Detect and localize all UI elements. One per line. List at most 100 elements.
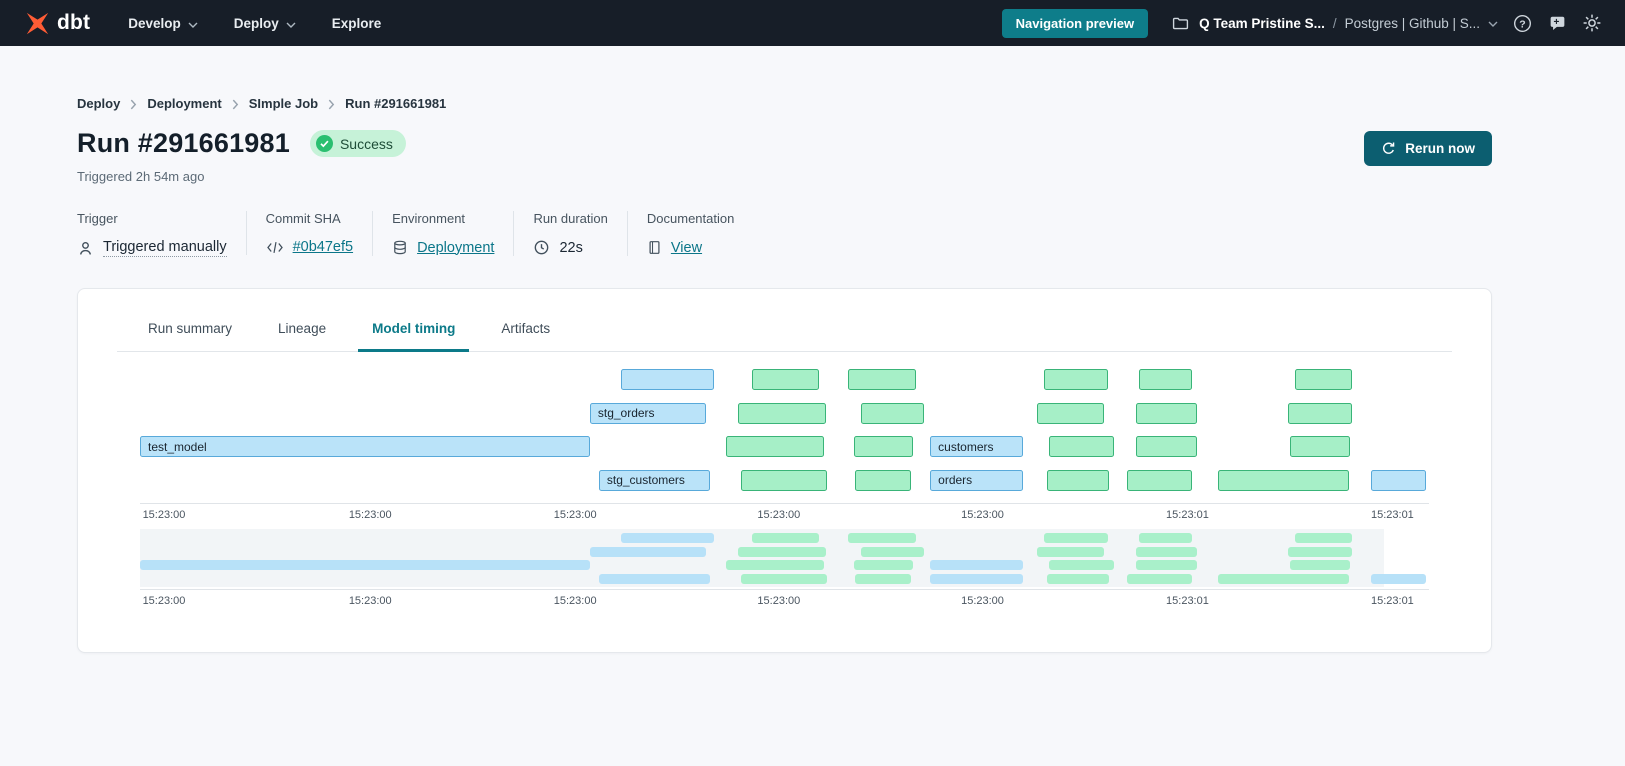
nav-menu-develop[interactable]: Develop	[128, 16, 198, 31]
breadcrumb-item-simple-job[interactable]: SImple Job	[248, 96, 319, 111]
feedback-icon[interactable]: +	[1546, 12, 1568, 34]
meta-value-text: 22s	[559, 239, 583, 256]
axis-tick-label: 15:23:00	[757, 595, 801, 607]
meta-value-text[interactable]: #0b47ef5	[292, 239, 354, 255]
gantt-bar[interactable]	[1037, 402, 1105, 424]
tab-artifacts[interactable]: Artifacts	[501, 321, 551, 336]
overview-row	[140, 573, 1429, 584]
gantt-bar[interactable]	[1043, 369, 1109, 390]
gantt-bar[interactable]	[1288, 402, 1352, 424]
svg-text:+: +	[1553, 17, 1559, 28]
gantt-bar[interactable]	[1217, 469, 1350, 491]
axis-tick-label: 15:23:00	[348, 595, 392, 607]
folder-icon	[1169, 12, 1191, 34]
axis-tick-label: 15:23:00	[757, 509, 801, 521]
gantt-bar-test-model[interactable]: test_model	[140, 436, 590, 457]
meta-commit-sha: Commit SHA #0b47ef5	[245, 211, 372, 255]
account-name: Q Team Pristine S...	[1199, 15, 1325, 31]
gantt-bar-label: customers	[938, 439, 994, 454]
model-timing-chart: stg_orders test_model customers stg_custome…	[140, 369, 1429, 608]
overview-bar	[1136, 560, 1197, 570]
gantt-bar[interactable]	[620, 369, 714, 390]
overview-bar	[738, 546, 826, 557]
status-badge-label: Success	[339, 135, 393, 152]
gantt-bar-stg-orders[interactable]: stg_orders	[589, 402, 706, 424]
overview-bar	[598, 573, 710, 584]
gantt-bar[interactable]	[854, 436, 914, 457]
refresh-icon	[1381, 141, 1396, 156]
overview-bar	[1289, 560, 1351, 570]
axis-tick-label: 15:23:00	[553, 509, 597, 521]
triggered-ago: Triggered 2h 54m ago	[77, 169, 205, 184]
gantt-bar[interactable]	[1289, 436, 1351, 457]
overview-bar	[847, 533, 916, 543]
help-icon[interactable]: ?	[1511, 12, 1533, 34]
success-check-icon	[315, 135, 333, 152]
gantt-bar[interactable]	[1136, 436, 1197, 457]
gantt-bar-orders[interactable]: orders	[930, 469, 1023, 491]
breadcrumb-item-deployment[interactable]: Deployment	[147, 96, 222, 111]
settings-gear-icon[interactable]	[1581, 12, 1603, 34]
overview-bar	[620, 533, 714, 543]
gantt-bar[interactable]	[726, 436, 825, 457]
database-icon	[392, 239, 408, 256]
svg-text:?: ?	[1519, 18, 1525, 30]
gantt-bar[interactable]	[1294, 369, 1352, 390]
tab-run-summary[interactable]: Run summary	[148, 321, 233, 336]
overview-bar	[1294, 533, 1352, 543]
overview-bar	[1043, 533, 1109, 543]
project-switcher[interactable]: Q Team Pristine S... / Postgres | Github…	[1169, 12, 1498, 34]
overview-bar	[1217, 573, 1350, 584]
navigation-preview-button[interactable]: Navigation preview	[1001, 8, 1149, 38]
meta-value-text[interactable]: Deployment	[417, 239, 495, 256]
dbt-logo-icon	[24, 10, 51, 37]
gantt-row	[140, 369, 1429, 390]
gantt-bar-label: orders	[938, 473, 973, 487]
axis-tick-label: 15:23:01	[1166, 595, 1209, 607]
gantt-time-axis: 15:23:00 15:23:00 15:23:00 15:23:00 15:23:00…	[140, 503, 1429, 522]
breadcrumb-separator-icon	[130, 99, 137, 110]
gantt-bar-customers[interactable]: customers	[930, 436, 1023, 457]
gantt-bar[interactable]	[738, 402, 826, 424]
project-name: Postgres | Github | S...	[1344, 15, 1480, 31]
tab-lineage[interactable]: Lineage	[278, 321, 327, 336]
dbt-logo[interactable]: dbt	[24, 10, 90, 37]
nav-menu-explore[interactable]: Explore	[332, 16, 382, 31]
page-title: Run #291661981	[77, 128, 290, 158]
gantt-bar[interactable]	[1370, 469, 1427, 491]
person-icon	[77, 240, 94, 257]
meta-value-text[interactable]: View	[670, 239, 703, 256]
gantt-bar[interactable]	[1127, 469, 1192, 491]
gantt-bar[interactable]	[855, 469, 911, 491]
tab-model-timing[interactable]: Model timing	[358, 308, 470, 352]
gantt-bar-stg-customers[interactable]: stg_customers	[598, 469, 710, 491]
run-meta: Trigger Triggered manually Commit SHA #0b47…	[77, 211, 1492, 257]
gantt-bar[interactable]	[1048, 436, 1115, 457]
account-project-separator: /	[1332, 15, 1337, 31]
nav-menu-label: Explore	[331, 15, 382, 31]
gantt-bar[interactable]	[1047, 469, 1110, 491]
top-navbar: dbt Develop Deploy Explore Navigation prev…	[0, 0, 1625, 46]
overview-bar	[1136, 546, 1197, 557]
gantt-row: stg_orders	[140, 402, 1429, 424]
meta-label: Run duration	[533, 211, 608, 226]
gantt-bar[interactable]	[847, 369, 916, 390]
gantt-bar[interactable]	[860, 402, 924, 424]
title-row: Run #291661981 Success Rerun now	[77, 128, 1492, 166]
gantt-bar[interactable]	[740, 469, 828, 491]
nav-menu-deploy[interactable]: Deploy	[234, 16, 296, 31]
chevron-down-icon	[1488, 21, 1498, 27]
rerun-now-button[interactable]: Rerun now	[1364, 131, 1492, 166]
gantt-row: test_model customers	[140, 436, 1429, 457]
axis-tick-label: 15:23:00	[961, 509, 1004, 521]
meta-value: #0b47ef5	[266, 239, 353, 255]
gantt-chart: stg_orders test_model customers stg_custome…	[140, 369, 1429, 491]
overview-bar	[855, 573, 911, 584]
gantt-bar[interactable]	[1136, 402, 1197, 424]
breadcrumb-item-deploy[interactable]: Deploy	[77, 96, 121, 111]
overview-row	[140, 546, 1429, 557]
gantt-bar[interactable]	[1138, 369, 1192, 390]
breadcrumb-separator-icon	[232, 99, 239, 110]
breadcrumb: Deploy Deployment SImple Job Run #291661981	[77, 96, 1492, 111]
gantt-bar[interactable]	[752, 369, 820, 390]
